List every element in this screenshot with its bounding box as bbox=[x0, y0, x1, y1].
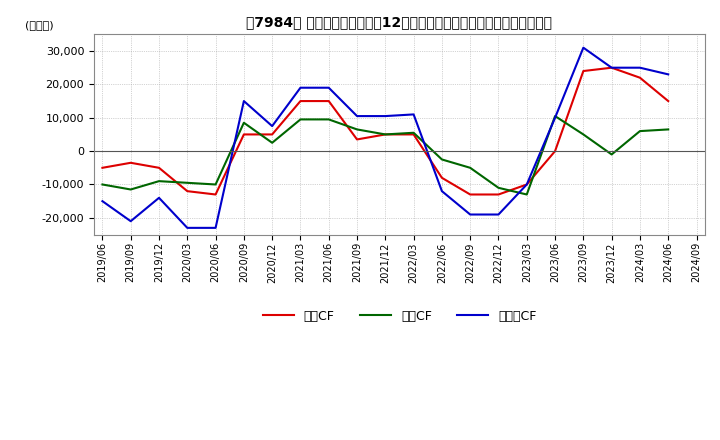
フリーCF bbox=[523, 182, 531, 187]
営業CF bbox=[325, 99, 333, 104]
営業CF bbox=[664, 99, 672, 104]
フリーCF bbox=[381, 114, 390, 119]
Line: フリーCF: フリーCF bbox=[102, 48, 668, 228]
投資CF bbox=[211, 182, 220, 187]
投資CF bbox=[409, 130, 418, 136]
投資CF bbox=[494, 185, 503, 191]
Title: 【7984】 キャッシュフローの12か月移動合計の対前年同期増減額の推移: 【7984】 キャッシュフローの12か月移動合計の対前年同期増減額の推移 bbox=[246, 15, 552, 29]
営業CF bbox=[296, 99, 305, 104]
営業CF bbox=[494, 192, 503, 197]
営業CF bbox=[98, 165, 107, 170]
フリーCF bbox=[155, 195, 163, 201]
Line: 営業CF: 営業CF bbox=[102, 68, 668, 194]
フリーCF bbox=[325, 85, 333, 90]
営業CF bbox=[381, 132, 390, 137]
フリーCF bbox=[636, 65, 644, 70]
フリーCF bbox=[579, 45, 588, 50]
フリーCF bbox=[98, 198, 107, 204]
営業CF bbox=[551, 148, 559, 154]
投資CF bbox=[98, 182, 107, 187]
投資CF bbox=[325, 117, 333, 122]
フリーCF bbox=[494, 212, 503, 217]
フリーCF bbox=[551, 115, 559, 121]
投資CF bbox=[381, 132, 390, 137]
営業CF bbox=[127, 160, 135, 165]
投資CF bbox=[240, 120, 248, 125]
営業CF bbox=[438, 175, 446, 180]
Legend: 営業CF, 投資CF, フリーCF: 営業CF, 投資CF, フリーCF bbox=[258, 305, 541, 328]
投資CF bbox=[155, 179, 163, 184]
フリーCF bbox=[664, 72, 672, 77]
フリーCF bbox=[438, 188, 446, 194]
投資CF bbox=[438, 157, 446, 162]
営業CF bbox=[466, 192, 474, 197]
フリーCF bbox=[240, 99, 248, 104]
営業CF bbox=[523, 182, 531, 187]
投資CF bbox=[551, 114, 559, 119]
投資CF bbox=[636, 128, 644, 134]
営業CF bbox=[211, 192, 220, 197]
投資CF bbox=[579, 132, 588, 137]
営業CF bbox=[353, 137, 361, 142]
フリーCF bbox=[127, 219, 135, 224]
投資CF bbox=[523, 192, 531, 197]
投資CF bbox=[466, 165, 474, 170]
営業CF bbox=[579, 68, 588, 73]
フリーCF bbox=[409, 112, 418, 117]
投資CF bbox=[127, 187, 135, 192]
フリーCF bbox=[466, 212, 474, 217]
フリーCF bbox=[183, 225, 192, 231]
営業CF bbox=[608, 65, 616, 70]
投資CF bbox=[183, 180, 192, 185]
Y-axis label: (百万円): (百万円) bbox=[24, 20, 53, 30]
営業CF bbox=[155, 165, 163, 170]
投資CF bbox=[664, 127, 672, 132]
営業CF bbox=[409, 132, 418, 137]
投資CF bbox=[353, 127, 361, 132]
フリーCF bbox=[211, 225, 220, 231]
フリーCF bbox=[268, 124, 276, 129]
フリーCF bbox=[296, 85, 305, 90]
投資CF bbox=[608, 152, 616, 157]
投資CF bbox=[296, 117, 305, 122]
営業CF bbox=[636, 75, 644, 81]
営業CF bbox=[183, 188, 192, 194]
営業CF bbox=[240, 132, 248, 137]
フリーCF bbox=[608, 65, 616, 70]
営業CF bbox=[268, 132, 276, 137]
投資CF bbox=[268, 140, 276, 145]
Line: 投資CF: 投資CF bbox=[102, 116, 668, 194]
フリーCF bbox=[353, 114, 361, 119]
